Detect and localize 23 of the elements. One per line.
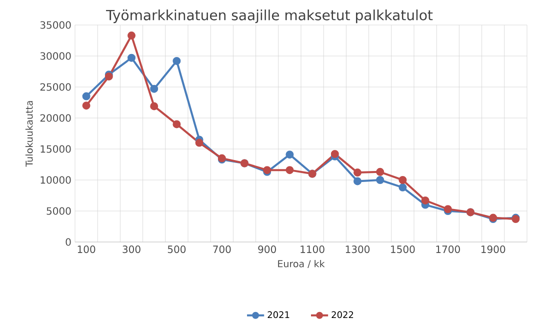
- y-tick-label: 30000: [40, 52, 71, 60]
- x-tick-label: 1500: [391, 246, 415, 254]
- x-tick-label: 100: [78, 246, 96, 254]
- y-axis-title: Tulokuukautta: [25, 101, 33, 167]
- y-tick-label: 10000: [40, 176, 71, 184]
- x-tick-label: 1700: [436, 246, 460, 254]
- x-tick-label: 1100: [300, 246, 324, 254]
- y-tick-label: 20000: [40, 114, 71, 122]
- x-tick-label: 1300: [346, 246, 370, 254]
- y-tick-label: 35000: [40, 21, 71, 29]
- x-tick-label: 900: [258, 246, 276, 254]
- x-axis-title: Euroa / kk: [278, 260, 325, 268]
- y-tick-label: 25000: [40, 83, 71, 91]
- y-tick-label: 5000: [46, 207, 71, 215]
- x-tick-label: 500: [168, 246, 186, 254]
- x-tick-label: 300: [122, 246, 140, 254]
- y-tick-label: 0: [66, 238, 71, 246]
- legend-label: 2021: [268, 311, 290, 318]
- legend-label: 2022: [332, 311, 354, 318]
- x-tick-label: 700: [213, 246, 231, 254]
- chart-title: Työmarkkinatuen saajille maksetut palkkatulot: [106, 10, 433, 24]
- y-tick-label: 15000: [40, 145, 71, 153]
- x-tick-label: 1900: [481, 246, 506, 254]
